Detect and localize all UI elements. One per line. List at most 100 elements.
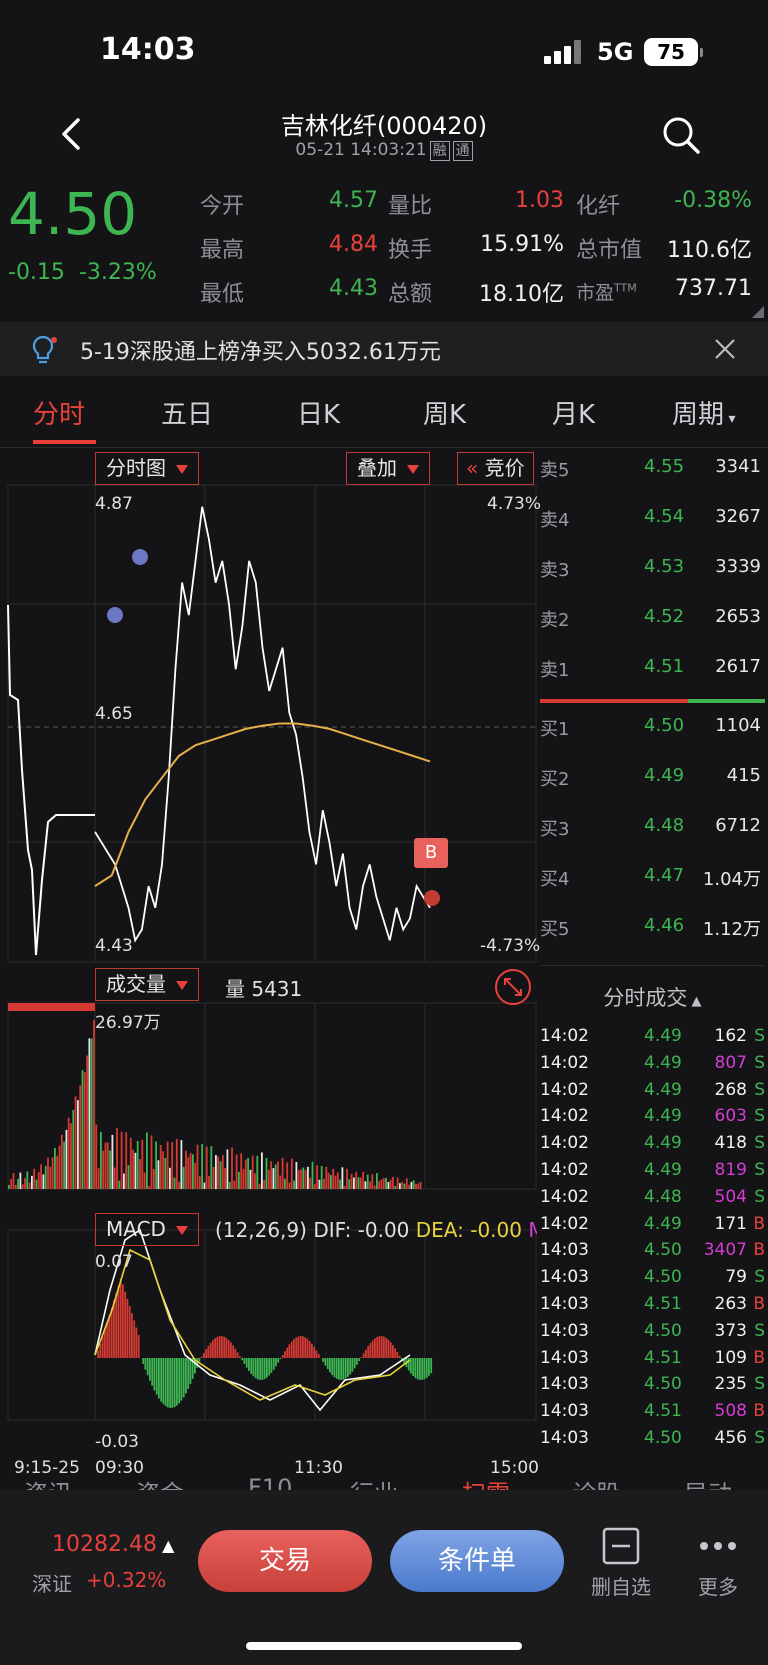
macd-bar xyxy=(155,1358,158,1395)
volume-bar xyxy=(346,1168,348,1189)
macd-bar xyxy=(396,1352,399,1358)
volume-bar xyxy=(394,1186,397,1189)
macd-bar xyxy=(398,1355,401,1358)
macd-bar xyxy=(387,1339,390,1358)
macd-histogram xyxy=(94,1228,433,1412)
low-label: 最低 xyxy=(200,282,245,307)
volume-bar xyxy=(295,1162,298,1189)
index-value[interactable]: 10282.48 ▲ xyxy=(52,1532,175,1557)
macd-bar xyxy=(329,1358,331,1373)
macd-bar xyxy=(421,1358,424,1380)
macd-bar xyxy=(428,1358,430,1376)
macd-bar xyxy=(185,1358,187,1394)
tab-period[interactable]: 周期 ▾ xyxy=(672,400,736,430)
volume-bar xyxy=(297,1170,300,1189)
chart-tabs: 分时 五日 日K 周K 月K 周期 ▾ xyxy=(0,380,768,448)
macd-bar xyxy=(207,1345,210,1358)
volume-bar xyxy=(277,1161,279,1189)
volume-bar xyxy=(129,1138,132,1189)
volume-bar xyxy=(281,1157,284,1189)
macd-bar xyxy=(164,1358,167,1407)
pe-value: 737.71 xyxy=(675,276,752,301)
close-icon[interactable] xyxy=(714,338,736,360)
volume-bar xyxy=(19,1172,22,1189)
tab-intraday[interactable]: 分时 xyxy=(33,400,86,430)
more-button[interactable]: 更多 xyxy=(688,1526,748,1616)
remove-favorite-icon xyxy=(602,1527,640,1565)
macd-dropdown[interactable]: MACD xyxy=(95,1213,199,1246)
back-arrow-icon[interactable] xyxy=(52,114,92,154)
volume-bar xyxy=(235,1154,238,1189)
macd-bar xyxy=(306,1338,309,1358)
chart-type-dropdown[interactable]: 分时图 xyxy=(95,452,199,485)
avg-price-line xyxy=(94,722,431,887)
volume-bar xyxy=(405,1178,408,1189)
tab-monthly-k[interactable]: 月K xyxy=(552,400,596,430)
macd-bar xyxy=(403,1358,406,1364)
auction-toggle[interactable]: « 竞价 xyxy=(457,452,534,485)
volume-bar xyxy=(187,1157,190,1189)
macd-bar xyxy=(394,1348,397,1358)
macd-bar xyxy=(288,1344,291,1358)
ticks-header-toggle[interactable]: 分时成交 ▲ xyxy=(603,986,702,1010)
sector-change: -0.38% xyxy=(674,188,752,213)
signal-icon xyxy=(544,40,584,64)
volume-bar xyxy=(217,1156,220,1189)
condition-order-button[interactable]: 条件单 xyxy=(390,1530,564,1592)
volume-bar xyxy=(385,1177,387,1189)
macd-bar xyxy=(146,1358,149,1376)
macd-bar xyxy=(205,1349,208,1358)
notice-bar[interactable]: 5-19深股通上榜净买入5032.61万元 xyxy=(0,322,768,376)
home-indicator xyxy=(246,1642,522,1650)
volume-bar xyxy=(371,1174,374,1189)
event-marker xyxy=(132,549,148,565)
volume-bar xyxy=(77,1100,79,1189)
search-icon[interactable] xyxy=(660,114,702,156)
macd-bar xyxy=(365,1349,367,1358)
volume-bar xyxy=(201,1144,203,1189)
volume-bar xyxy=(111,1134,114,1189)
macd-min-label: -0.03 xyxy=(95,1432,139,1452)
macd-bar xyxy=(284,1351,286,1358)
ratio-value: 1.03 xyxy=(515,188,564,213)
macd-bar xyxy=(286,1347,289,1358)
amount-label: 总额 xyxy=(388,282,433,307)
volume-bar xyxy=(148,1186,151,1189)
remove-favorite-button[interactable]: 删自选 xyxy=(586,1526,656,1616)
tab-five-day[interactable]: 五日 xyxy=(161,400,214,430)
volume-bar xyxy=(401,1181,404,1189)
volume-dropdown[interactable]: 成交量 xyxy=(95,968,199,1001)
trade-button[interactable]: 交易 xyxy=(198,1530,372,1592)
volume-bar xyxy=(293,1180,295,1189)
expand-corner-icon[interactable] xyxy=(752,306,764,318)
quote-datetime: 05-21 14:03:21 融通 xyxy=(0,140,768,161)
macd-bar xyxy=(257,1358,259,1380)
turnover-label: 换手 xyxy=(388,238,433,263)
bid-row: 买3 4.48 6712 xyxy=(540,815,761,840)
volume-bar xyxy=(44,1166,47,1189)
volume-bar xyxy=(320,1166,323,1189)
macd-bar xyxy=(324,1358,327,1366)
sector-link[interactable]: 化纤 xyxy=(576,194,621,219)
overlay-dropdown[interactable]: 叠加 xyxy=(346,452,430,485)
volume-bar xyxy=(208,1175,210,1189)
network-type: 5G xyxy=(597,38,634,66)
fullscreen-icon[interactable] xyxy=(494,968,532,1006)
volume-bar xyxy=(330,1175,332,1189)
open-value: 4.57 xyxy=(329,188,378,213)
bid-ask-ratio-bar-green xyxy=(688,699,765,703)
status-time: 14:03 xyxy=(100,32,196,67)
volume-bar xyxy=(70,1123,72,1189)
buy-signal-marker[interactable]: B xyxy=(414,838,448,868)
volume-bar xyxy=(318,1179,321,1189)
macd-bar xyxy=(124,1291,127,1358)
tab-weekly-k[interactable]: 周K xyxy=(423,400,467,430)
volume-bar xyxy=(83,1072,86,1189)
volume-bar xyxy=(408,1184,410,1189)
tab-daily-k[interactable]: 日K xyxy=(297,400,341,430)
volume-bar xyxy=(127,1165,130,1189)
volume-bar xyxy=(35,1179,38,1189)
tick-row: 14:03 4.51 508 B xyxy=(540,1401,765,1422)
intraday-chart[interactable] xyxy=(0,450,540,1480)
volume-bar xyxy=(244,1159,247,1189)
